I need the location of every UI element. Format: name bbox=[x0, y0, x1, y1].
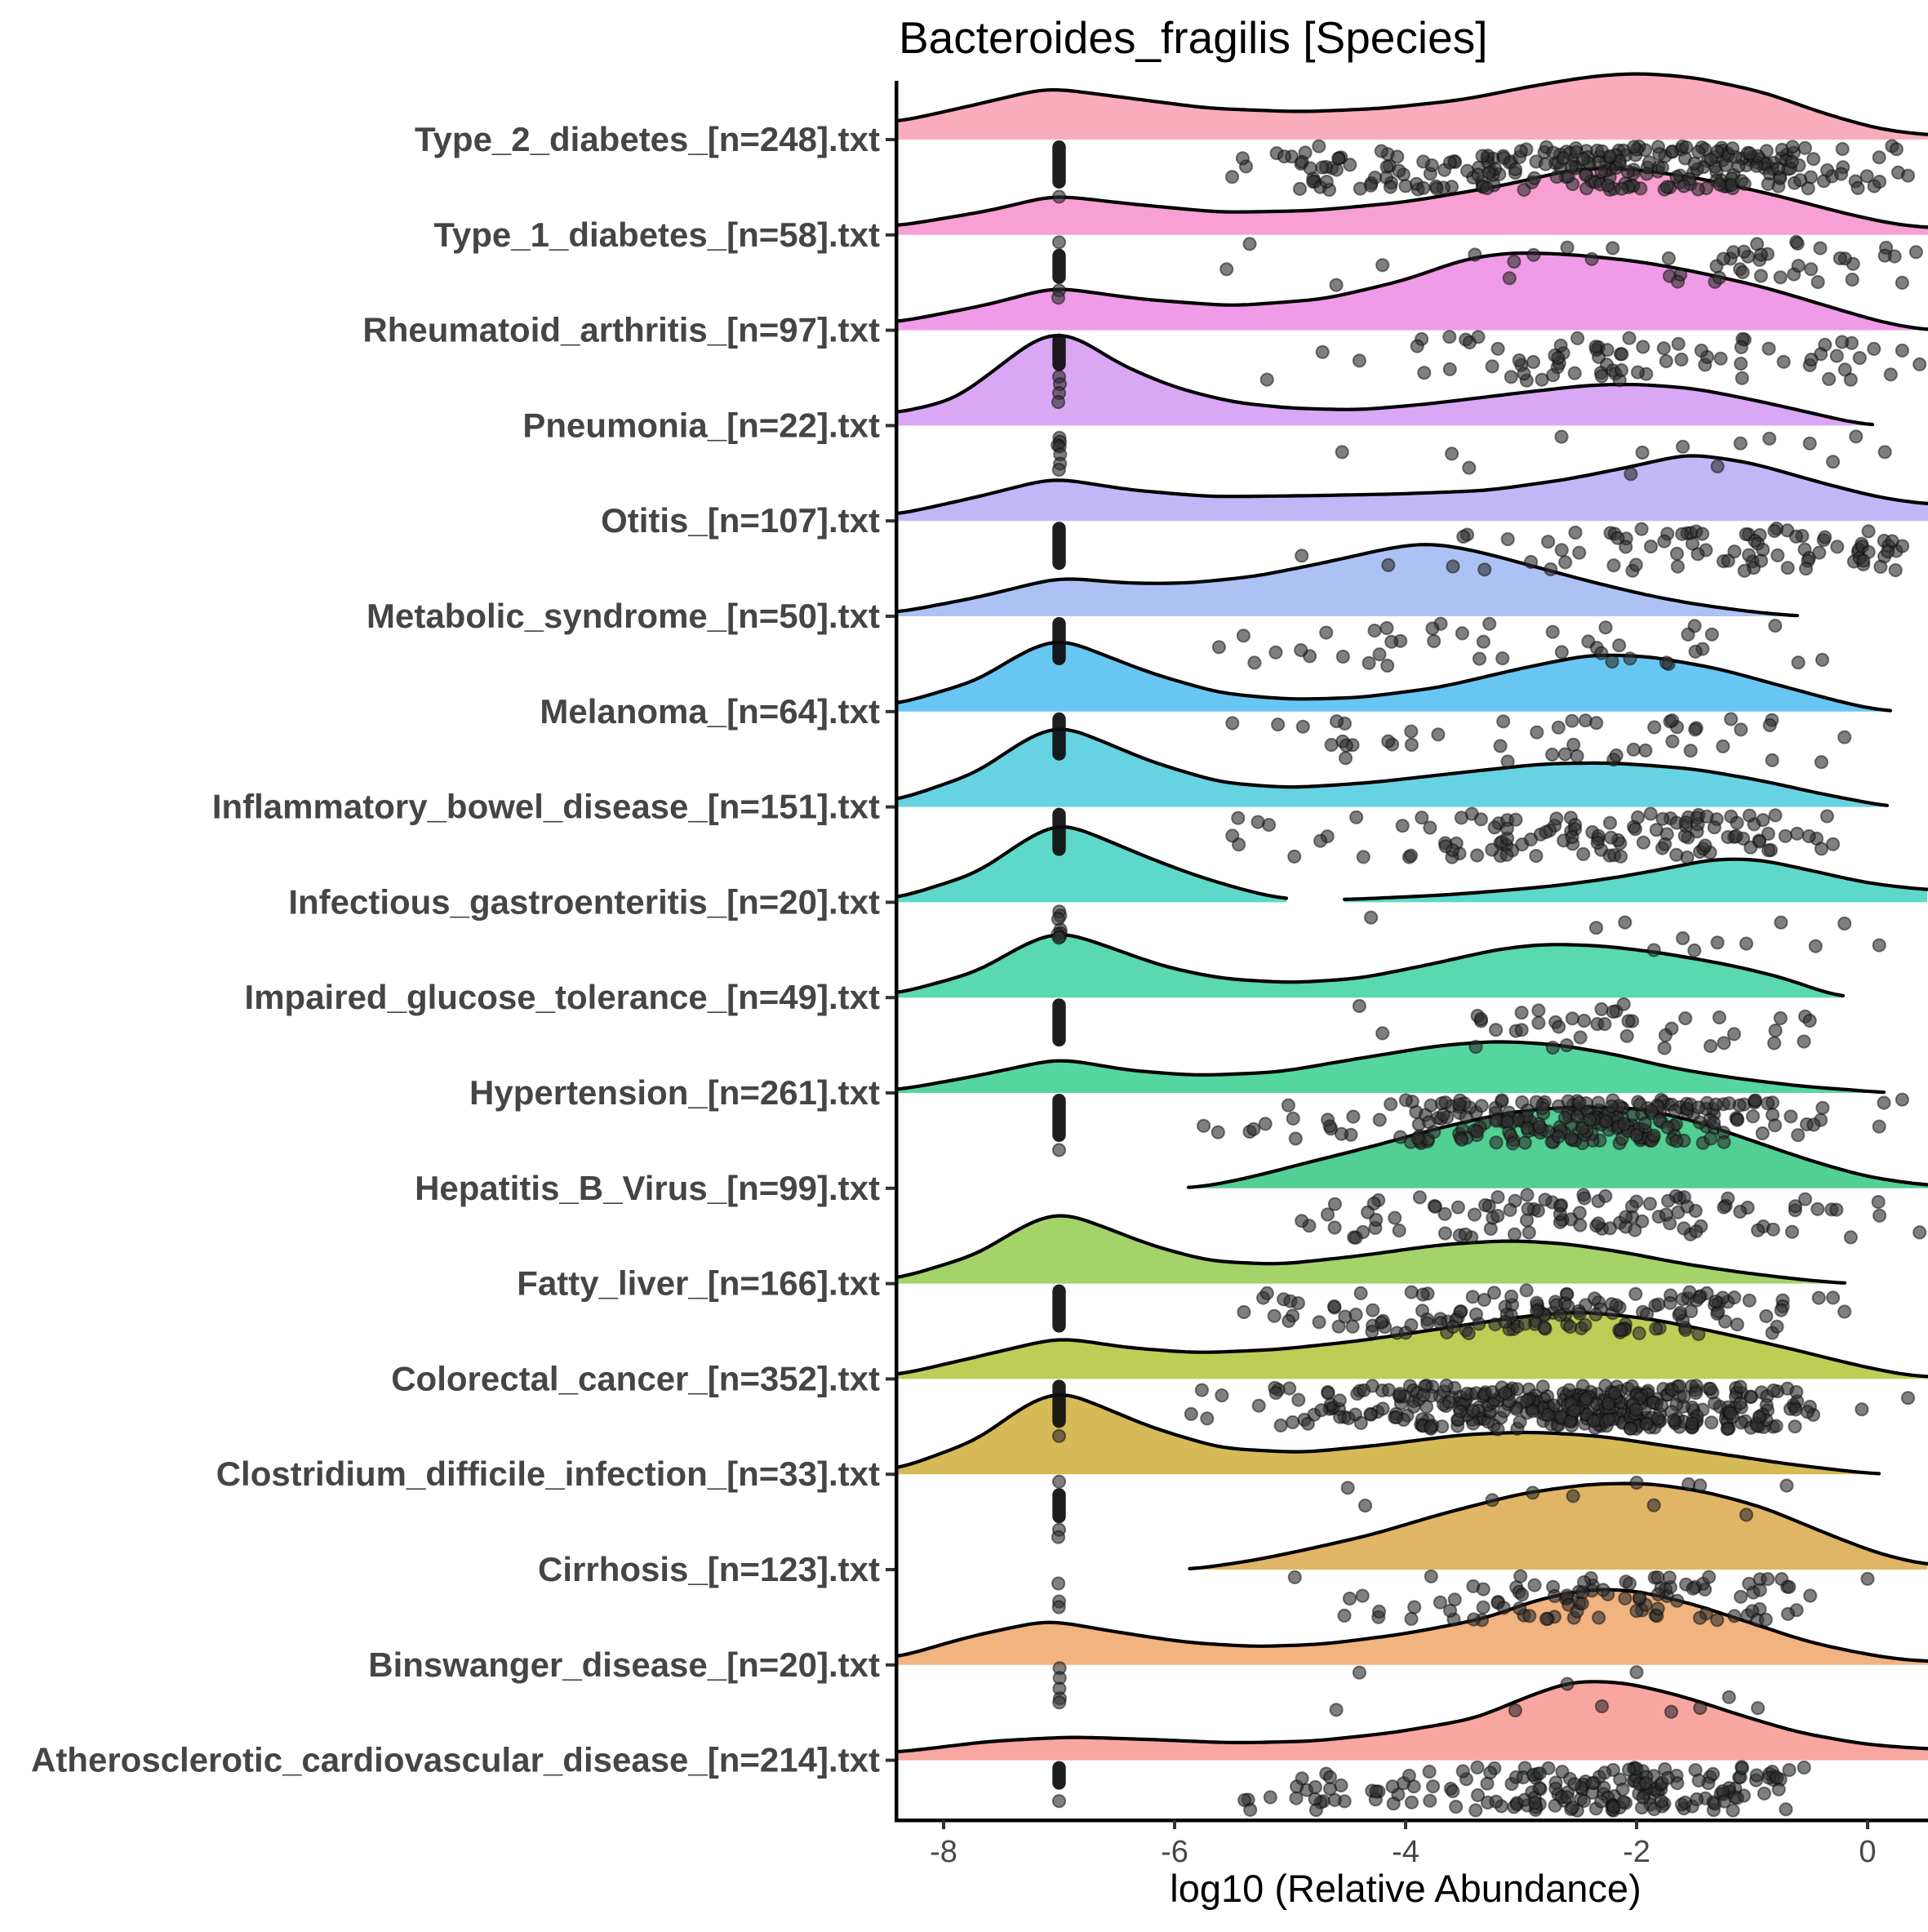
svg-text:Infectious_gastroenteritis_[n=: Infectious_gastroenteritis_[n=20].txt bbox=[288, 882, 880, 921]
svg-text:0: 0 bbox=[1859, 1835, 1876, 1869]
svg-text:Fatty_liver_[n=166].txt: Fatty_liver_[n=166].txt bbox=[517, 1264, 880, 1303]
svg-text:Type_1_diabetes_[n=58].txt: Type_1_diabetes_[n=58].txt bbox=[433, 215, 880, 254]
svg-text:-6: -6 bbox=[1161, 1835, 1188, 1869]
svg-text:Cirrhosis_[n=123].txt: Cirrhosis_[n=123].txt bbox=[538, 1550, 880, 1588]
svg-text:log10 (Relative Abundance): log10 (Relative Abundance) bbox=[1170, 1867, 1641, 1910]
svg-text:-8: -8 bbox=[930, 1835, 957, 1869]
svg-text:Binswanger_disease_[n=20].txt: Binswanger_disease_[n=20].txt bbox=[368, 1646, 880, 1684]
svg-text:-4: -4 bbox=[1392, 1835, 1419, 1869]
svg-text:Impaired_glucose_tolerance_[n=: Impaired_glucose_tolerance_[n=49].txt bbox=[245, 978, 880, 1016]
svg-text:-2: -2 bbox=[1623, 1835, 1650, 1869]
svg-text:Clostridium_difficile_infectio: Clostridium_difficile_infection_[n=33].t… bbox=[216, 1455, 880, 1493]
svg-text:Atherosclerotic_cardiovascular: Atherosclerotic_cardiovascular_disease_[… bbox=[31, 1741, 880, 1779]
svg-text:Hepatitis_B_Virus_[n=99].txt: Hepatitis_B_Virus_[n=99].txt bbox=[415, 1169, 880, 1207]
svg-text:Rheumatoid_arthritis_[n=97].tx: Rheumatoid_arthritis_[n=97].txt bbox=[362, 311, 880, 349]
svg-text:Inflammatory_bowel_disease_[n=: Inflammatory_bowel_disease_[n=151].txt bbox=[212, 788, 880, 826]
svg-text:Colorectal_cancer_[n=352].txt: Colorectal_cancer_[n=352].txt bbox=[391, 1359, 880, 1397]
svg-text:Metabolic_syndrome_[n=50].txt: Metabolic_syndrome_[n=50].txt bbox=[366, 597, 880, 635]
svg-text:Otitis_[n=107].txt: Otitis_[n=107].txt bbox=[601, 501, 880, 540]
svg-text:Type_2_diabetes_[n=248].txt: Type_2_diabetes_[n=248].txt bbox=[415, 120, 880, 158]
svg-text:Pneumonia_[n=22].txt: Pneumonia_[n=22].txt bbox=[522, 406, 880, 444]
svg-text:Bacteroides_fragilis [Species]: Bacteroides_fragilis [Species] bbox=[899, 12, 1487, 63]
svg-text:Hypertension_[n=261].txt: Hypertension_[n=261].txt bbox=[469, 1073, 880, 1112]
svg-text:Melanoma_[n=64].txt: Melanoma_[n=64].txt bbox=[540, 692, 880, 731]
